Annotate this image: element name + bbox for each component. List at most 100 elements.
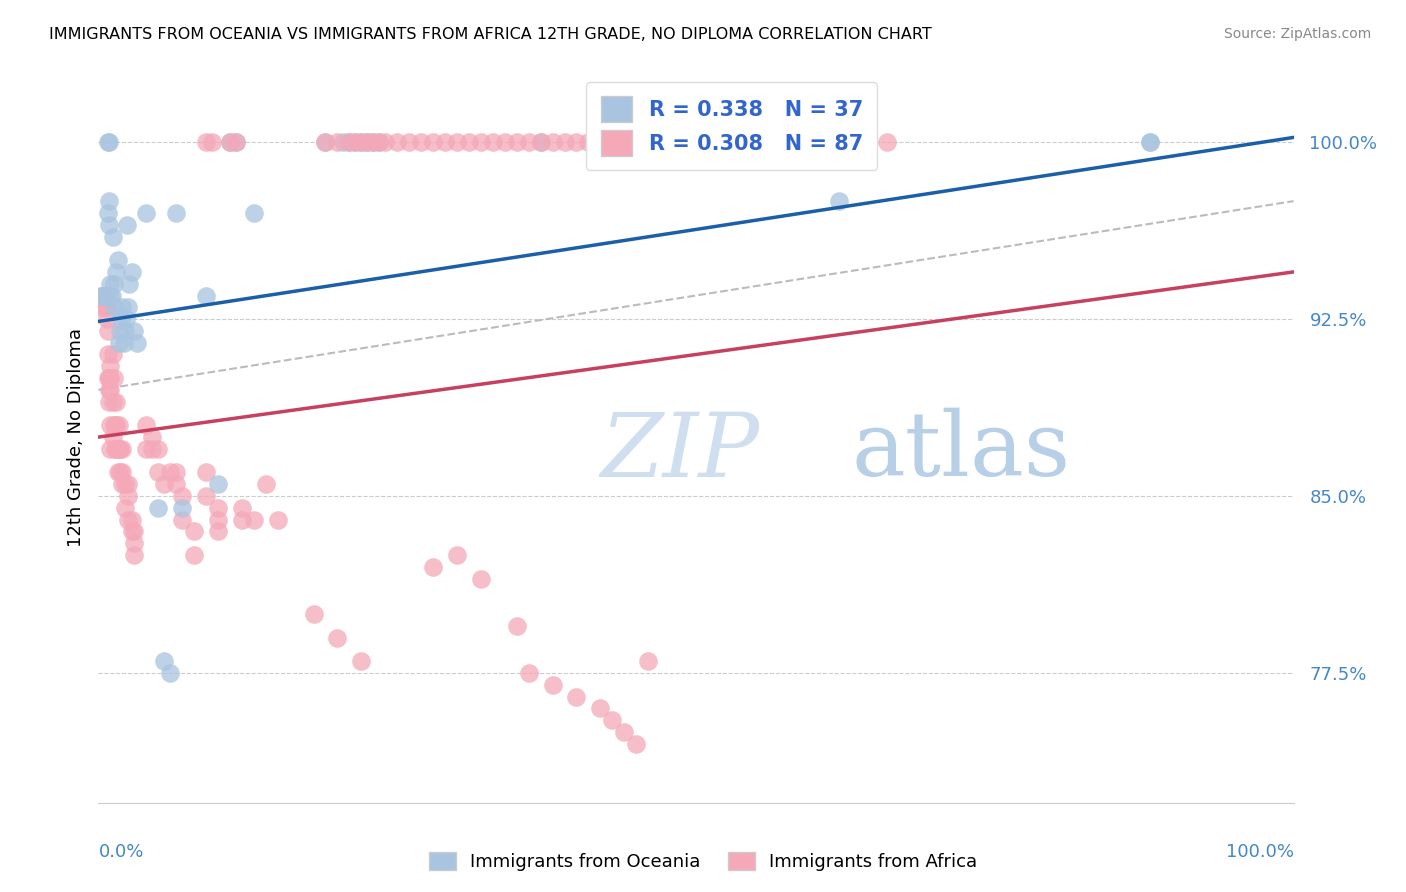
Point [117, 477, 139, 491]
Point [98, 383, 121, 397]
Point [363, 135, 385, 149]
Point [339, 135, 361, 149]
Point [94, 288, 117, 302]
Point [97, 371, 120, 385]
Point [876, 135, 898, 149]
Point [107, 335, 129, 350]
Point [506, 135, 529, 149]
Point [148, 442, 170, 456]
Point [637, 654, 659, 668]
Point [107, 253, 129, 268]
Point [302, 607, 325, 621]
Text: 0.0%: 0.0% [98, 843, 143, 861]
Point [111, 301, 134, 315]
Point [124, 324, 146, 338]
Point [94, 301, 117, 315]
Point [172, 489, 194, 503]
Point [97, 135, 120, 149]
Point [517, 135, 540, 149]
Point [98, 371, 122, 385]
Point [98, 383, 122, 397]
Point [101, 347, 124, 361]
Point [183, 548, 205, 562]
Point [98, 277, 122, 291]
Point [148, 466, 170, 480]
Point [108, 442, 131, 456]
Point [112, 335, 135, 350]
Point [107, 442, 129, 456]
Point [828, 135, 851, 149]
Point [201, 135, 224, 149]
Point [153, 654, 176, 668]
Point [114, 324, 136, 338]
Point [115, 312, 138, 326]
Point [135, 442, 157, 456]
Point [1139, 135, 1161, 149]
Point [124, 548, 146, 562]
Point [207, 524, 229, 539]
Point [105, 394, 128, 409]
Point [356, 135, 378, 149]
Point [91, 288, 114, 302]
Point [103, 371, 125, 385]
Point [368, 135, 391, 149]
Point [104, 418, 127, 433]
Point [422, 135, 444, 149]
Point [124, 536, 146, 550]
Point [141, 442, 163, 456]
Point [98, 371, 121, 385]
Text: atlas: atlas [852, 408, 1070, 495]
Point [350, 135, 373, 149]
Point [195, 288, 218, 302]
Point [1139, 135, 1161, 149]
Point [111, 466, 134, 480]
Point [541, 678, 564, 692]
Point [207, 500, 229, 515]
Point [613, 135, 636, 149]
Point [506, 619, 529, 633]
Point [602, 135, 624, 149]
Point [117, 513, 139, 527]
Point [446, 548, 468, 562]
Point [637, 135, 659, 149]
Point [219, 135, 242, 149]
Legend: Immigrants from Oceania, Immigrants from Africa: Immigrants from Oceania, Immigrants from… [422, 845, 984, 879]
Point [108, 466, 131, 480]
Point [110, 312, 132, 326]
Point [530, 135, 553, 149]
Point [97, 206, 120, 220]
Point [135, 418, 157, 433]
Point [93, 301, 115, 315]
Point [356, 135, 378, 149]
Point [565, 135, 588, 149]
Point [470, 135, 492, 149]
Point [107, 442, 129, 456]
Point [350, 654, 373, 668]
Point [98, 135, 121, 149]
Point [98, 418, 122, 433]
Point [111, 477, 134, 491]
Point [98, 442, 122, 456]
Point [90, 288, 112, 302]
Point [114, 500, 136, 515]
Point [225, 135, 247, 149]
Point [494, 135, 516, 149]
Point [114, 477, 136, 491]
Point [98, 394, 121, 409]
Point [103, 418, 125, 433]
Point [124, 524, 146, 539]
Point [243, 513, 266, 527]
Point [165, 477, 187, 491]
Point [117, 301, 139, 315]
Point [96, 301, 118, 315]
Point [374, 135, 396, 149]
Point [111, 442, 134, 456]
Point [207, 477, 229, 491]
Point [98, 359, 122, 374]
Point [267, 513, 290, 527]
Point [804, 135, 827, 149]
Point [107, 466, 129, 480]
Point [141, 430, 163, 444]
Y-axis label: 12th Grade, No Diploma: 12th Grade, No Diploma [66, 327, 84, 547]
Point [183, 524, 205, 539]
